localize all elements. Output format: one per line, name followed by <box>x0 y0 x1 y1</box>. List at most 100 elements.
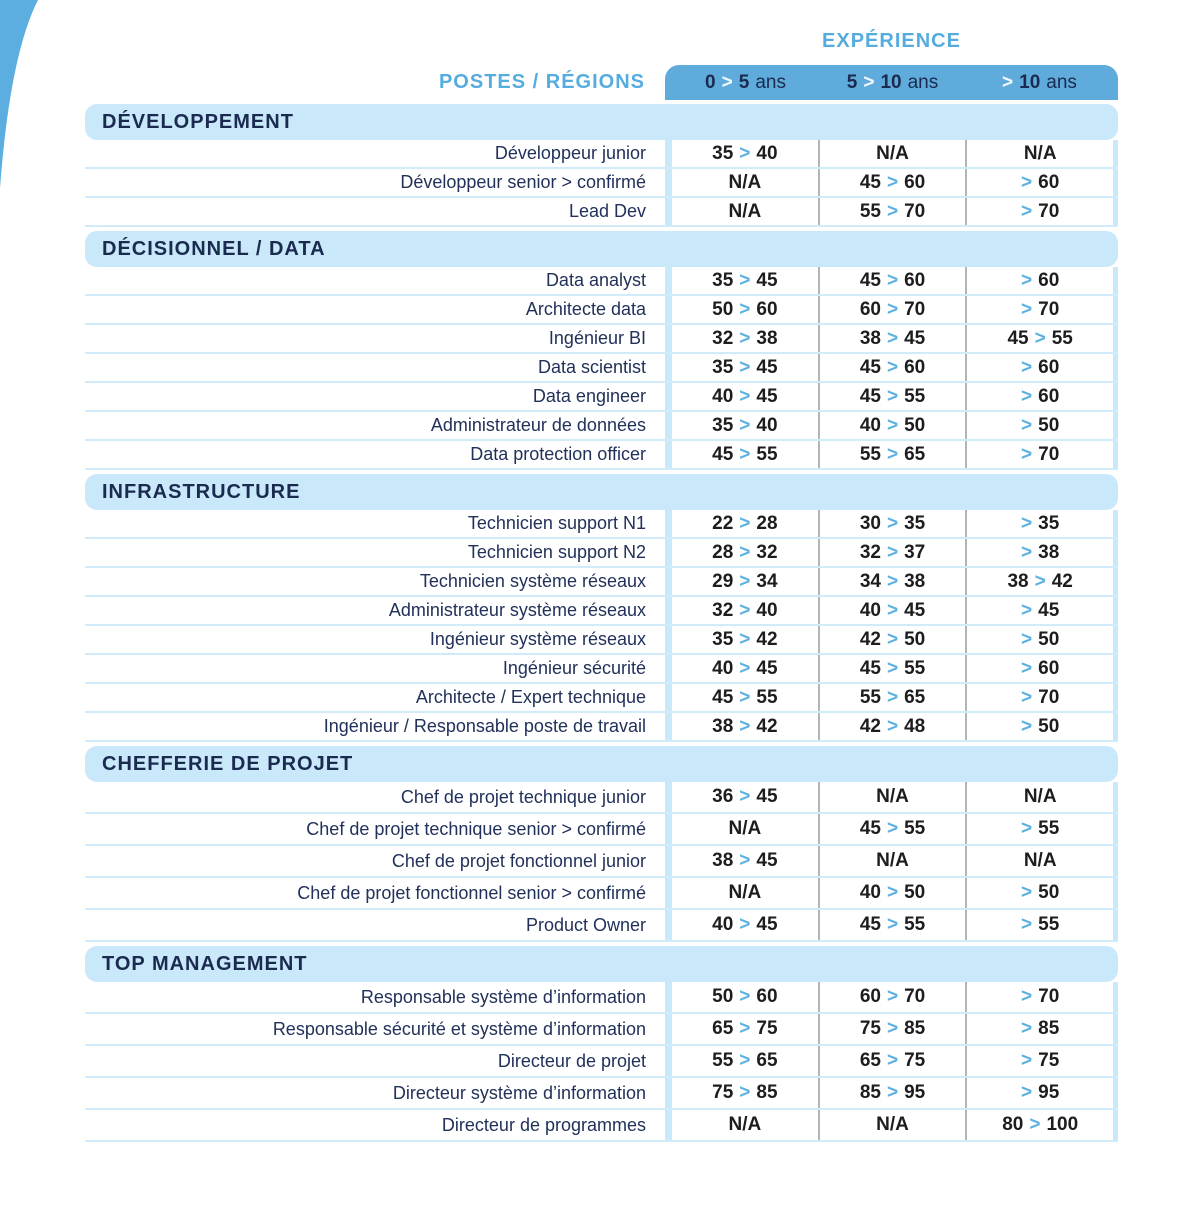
value-number: 95 <box>904 1082 926 1103</box>
values-right-strip <box>1113 626 1119 653</box>
arrow-separator: > <box>886 657 899 679</box>
value-number: 95 <box>1038 1082 1060 1103</box>
arrow-separator: > <box>739 512 751 534</box>
values-left-strip <box>665 910 672 940</box>
table-row: Technicien système réseaux 29 >34 34 >38 38 >4… <box>85 568 1119 597</box>
value-number: 45 <box>859 385 881 407</box>
arrow-separator: > <box>739 986 751 1007</box>
values-left-strip <box>665 597 672 624</box>
value-number: N/A <box>1023 142 1057 164</box>
table-row: Product Owner 40 >45 45 >55 >55 <box>85 910 1119 942</box>
table-row: Technicien support N1 22 >28 30 >35 >35 <box>85 510 1119 539</box>
arrow-separator: > <box>739 657 751 679</box>
salary-values: 29 >34 34 >38 38 >42 <box>665 568 1119 595</box>
value-number: 55 <box>1051 327 1073 349</box>
values-left-strip <box>665 626 672 653</box>
values-right-strip <box>1113 441 1119 468</box>
salary-cell-col2: 55 >65 <box>817 441 966 468</box>
arrow-separator: > <box>886 200 899 222</box>
values-right-strip <box>1113 1014 1119 1044</box>
arrow-separator: > <box>1021 171 1033 193</box>
value-number: 55 <box>859 686 881 708</box>
salary-cell-col1: 38 >42 <box>672 713 818 740</box>
salary-cell-col1: 45 >55 <box>672 441 818 468</box>
salary-cell-col3: N/A <box>965 140 1114 167</box>
unit-label: ans <box>907 71 939 93</box>
value-number: N/A <box>728 1114 762 1135</box>
value-number: 10 <box>1019 71 1041 93</box>
arrow-separator: > <box>863 71 875 93</box>
salary-cell-col3: >50 <box>965 713 1114 740</box>
corner-decoration <box>0 0 38 188</box>
value-number: 32 <box>859 541 881 563</box>
value-number: N/A <box>728 171 762 193</box>
value-number: 45 <box>1038 599 1060 621</box>
arrow-separator: > <box>739 599 751 621</box>
value-number: 45 <box>712 443 734 465</box>
arrow-separator: > <box>886 356 899 378</box>
value-number: 55 <box>859 200 881 222</box>
arrow-separator: > <box>739 385 751 407</box>
experience-header-band: 0 >5 ans 5 >10 ans >10 ans <box>665 65 1118 100</box>
value-number: 38 <box>859 327 881 349</box>
salary-cell-col1: 55 >65 <box>672 1046 818 1076</box>
salary-cell-col1: 35 >45 <box>672 267 818 294</box>
value-number: 70 <box>1038 298 1060 320</box>
value-number: 29 <box>712 570 734 592</box>
value-number: 60 <box>859 298 881 320</box>
salary-cell-col1: 35 >40 <box>672 412 818 439</box>
salary-cell-col1: N/A <box>672 198 818 225</box>
arrow-separator: > <box>1021 1082 1033 1103</box>
job-label: Administrateur de données <box>85 412 665 439</box>
values-right-strip <box>1113 267 1119 294</box>
value-number: 50 <box>712 986 734 1007</box>
values-left-strip <box>665 169 672 196</box>
job-label: Chef de projet technique junior <box>85 782 665 812</box>
salary-cell-col1: 32 >40 <box>672 597 818 624</box>
arrow-separator: > <box>1034 570 1046 592</box>
value-number: 100 <box>1046 1114 1079 1135</box>
job-label: Data analyst <box>85 267 665 294</box>
value-number: 45 <box>904 327 926 349</box>
salary-cell-col3: 45 >55 <box>965 325 1114 352</box>
value-number: 40 <box>756 142 778 164</box>
arrow-separator: > <box>739 298 751 320</box>
value-number: 35 <box>712 628 734 650</box>
salary-cell-col3: N/A <box>965 782 1114 812</box>
value-number: 35 <box>904 512 926 534</box>
value-number: 75 <box>712 1082 734 1103</box>
arrow-separator: > <box>1021 914 1033 935</box>
values-right-strip <box>1113 1110 1119 1140</box>
arrow-separator: > <box>886 914 899 935</box>
salary-cell-col3: >50 <box>965 626 1114 653</box>
values-right-strip <box>1113 198 1119 225</box>
job-label: Directeur de programmes <box>85 1110 665 1140</box>
value-number: 40 <box>712 657 734 679</box>
value-number: 45 <box>859 269 881 291</box>
values-left-strip <box>665 325 672 352</box>
salary-cell-col2: 42 >48 <box>817 713 966 740</box>
salary-cell-col1: 50 >60 <box>672 982 818 1012</box>
job-label: Responsable sécurité et système d’inform… <box>85 1014 665 1044</box>
salary-values: N/A 40 >50 >50 <box>665 878 1119 908</box>
value-number: 65 <box>859 1050 881 1071</box>
value-number: 85 <box>859 1082 881 1103</box>
arrow-separator: > <box>886 986 899 1007</box>
value-number: 38 <box>1038 541 1060 563</box>
salary-cell-col3: >50 <box>965 412 1114 439</box>
job-label: Technicien support N1 <box>85 510 665 537</box>
values-left-strip <box>665 782 672 812</box>
salary-cell-col1: 28 >32 <box>672 539 818 566</box>
job-label: Chef de projet technique senior > confir… <box>85 814 665 844</box>
section-band: DÉVELOPPEMENT <box>85 104 1118 140</box>
experience-heading: EXPÉRIENCE <box>822 30 961 52</box>
salary-cell-col1: 40 >45 <box>672 910 818 940</box>
value-number: 42 <box>756 628 778 650</box>
salary-cell-col3: >55 <box>965 910 1114 940</box>
salary-cell-col1: 22 >28 <box>672 510 818 537</box>
arrow-separator: > <box>886 628 899 650</box>
arrow-separator: > <box>739 1082 751 1103</box>
values-right-strip <box>1113 782 1119 812</box>
arrow-separator: > <box>886 570 899 592</box>
arrow-separator: > <box>886 715 899 737</box>
